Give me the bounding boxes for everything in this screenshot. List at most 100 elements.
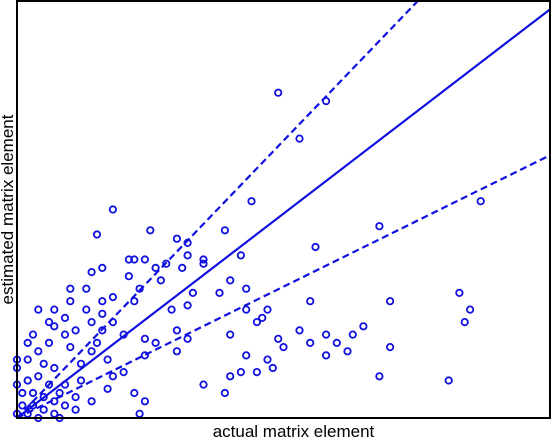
data-point	[34, 372, 43, 381]
data-point	[66, 284, 75, 293]
data-point	[348, 330, 357, 339]
data-point	[108, 205, 118, 214]
data-point	[199, 380, 208, 389]
fit-line	[16, 8, 551, 419]
data-point	[252, 317, 261, 327]
data-point	[140, 334, 149, 343]
data-point	[108, 292, 118, 302]
data-point	[258, 313, 267, 322]
data-point	[226, 276, 235, 285]
data-point	[44, 317, 54, 327]
data-point	[274, 334, 283, 343]
data-point	[156, 276, 165, 285]
data-point	[39, 359, 48, 368]
data-point	[34, 347, 43, 356]
data-point	[124, 255, 133, 264]
data-point	[226, 330, 235, 339]
data-point	[76, 359, 86, 368]
data-point	[119, 330, 128, 339]
data-point	[98, 309, 107, 318]
data-point	[28, 388, 38, 398]
data-point	[23, 376, 32, 385]
data-point	[135, 409, 144, 418]
data-point	[28, 330, 38, 339]
data-point	[87, 347, 96, 356]
data-point	[140, 351, 149, 360]
data-point	[274, 88, 283, 97]
data-point	[172, 347, 181, 356]
data-point	[455, 288, 464, 297]
data-point	[146, 226, 155, 235]
data-point	[375, 372, 384, 381]
data-point	[172, 326, 181, 335]
data-point	[92, 338, 102, 347]
data-points	[12, 88, 485, 423]
data-point	[71, 405, 80, 414]
data-point	[119, 367, 128, 377]
data-point	[66, 297, 75, 306]
data-point	[183, 301, 192, 310]
data-point	[130, 297, 139, 306]
data-point	[199, 259, 208, 268]
data-point	[359, 322, 368, 331]
data-point	[332, 338, 341, 347]
data-point	[247, 197, 256, 206]
data-point	[87, 397, 96, 406]
data-point	[220, 388, 229, 398]
data-point	[375, 222, 384, 231]
data-point	[242, 305, 251, 314]
data-point	[71, 392, 80, 402]
data-point	[76, 376, 86, 385]
data-point	[242, 351, 251, 360]
data-point	[476, 197, 485, 206]
data-point	[103, 384, 112, 393]
data-point	[236, 367, 245, 377]
data-point	[23, 355, 32, 364]
data-point	[87, 267, 96, 277]
data-point	[92, 230, 102, 239]
data-point	[108, 372, 118, 381]
data-point	[23, 409, 32, 418]
data-point	[465, 305, 475, 314]
data-point	[162, 259, 171, 268]
data-point	[108, 317, 118, 327]
data-point	[151, 263, 160, 272]
data-point	[103, 355, 112, 364]
data-point	[295, 326, 304, 335]
data-point	[98, 263, 107, 272]
data-point	[140, 255, 149, 264]
data-point	[321, 351, 331, 360]
data-point	[385, 342, 395, 352]
data-point	[50, 409, 59, 418]
data-point	[50, 305, 59, 314]
plot-frame	[16, 0, 551, 419]
data-point	[50, 363, 59, 373]
data-point	[55, 388, 64, 398]
data-point	[39, 392, 48, 402]
data-point	[98, 326, 107, 335]
data-point	[321, 97, 331, 106]
data-point	[66, 342, 75, 352]
data-point	[135, 284, 144, 293]
data-point	[23, 338, 32, 347]
data-point	[151, 338, 160, 347]
data-point	[242, 284, 251, 293]
data-point	[295, 134, 304, 143]
data-point	[460, 317, 469, 327]
data-point	[268, 363, 277, 373]
data-point	[50, 397, 59, 406]
data-point	[183, 251, 192, 260]
data-point	[34, 305, 43, 314]
bound-line-1	[16, 0, 419, 419]
data-point	[82, 284, 91, 293]
reference-lines	[16, 0, 551, 419]
data-point	[279, 342, 288, 352]
bound-line-2	[16, 154, 551, 419]
data-point	[199, 255, 208, 264]
data-point	[130, 255, 139, 264]
x-axis-label: actual matrix element	[213, 422, 375, 440]
data-point	[236, 251, 245, 260]
data-point	[178, 263, 187, 272]
data-point	[87, 317, 96, 327]
data-point	[188, 288, 197, 297]
